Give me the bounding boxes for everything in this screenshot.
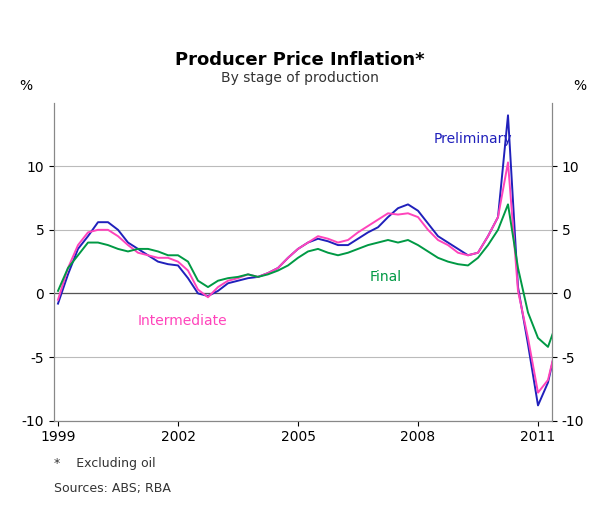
Text: %: % <box>574 79 587 93</box>
Text: By stage of production: By stage of production <box>221 71 379 85</box>
Text: %: % <box>19 79 32 93</box>
Text: Producer Price Inflation*: Producer Price Inflation* <box>175 51 425 69</box>
Text: Final: Final <box>370 270 402 284</box>
Text: Sources: ABS; RBA: Sources: ABS; RBA <box>54 483 171 496</box>
Text: *    Excluding oil: * Excluding oil <box>54 457 155 470</box>
Text: Intermediate: Intermediate <box>138 314 227 328</box>
Text: Preliminary: Preliminary <box>434 132 512 146</box>
